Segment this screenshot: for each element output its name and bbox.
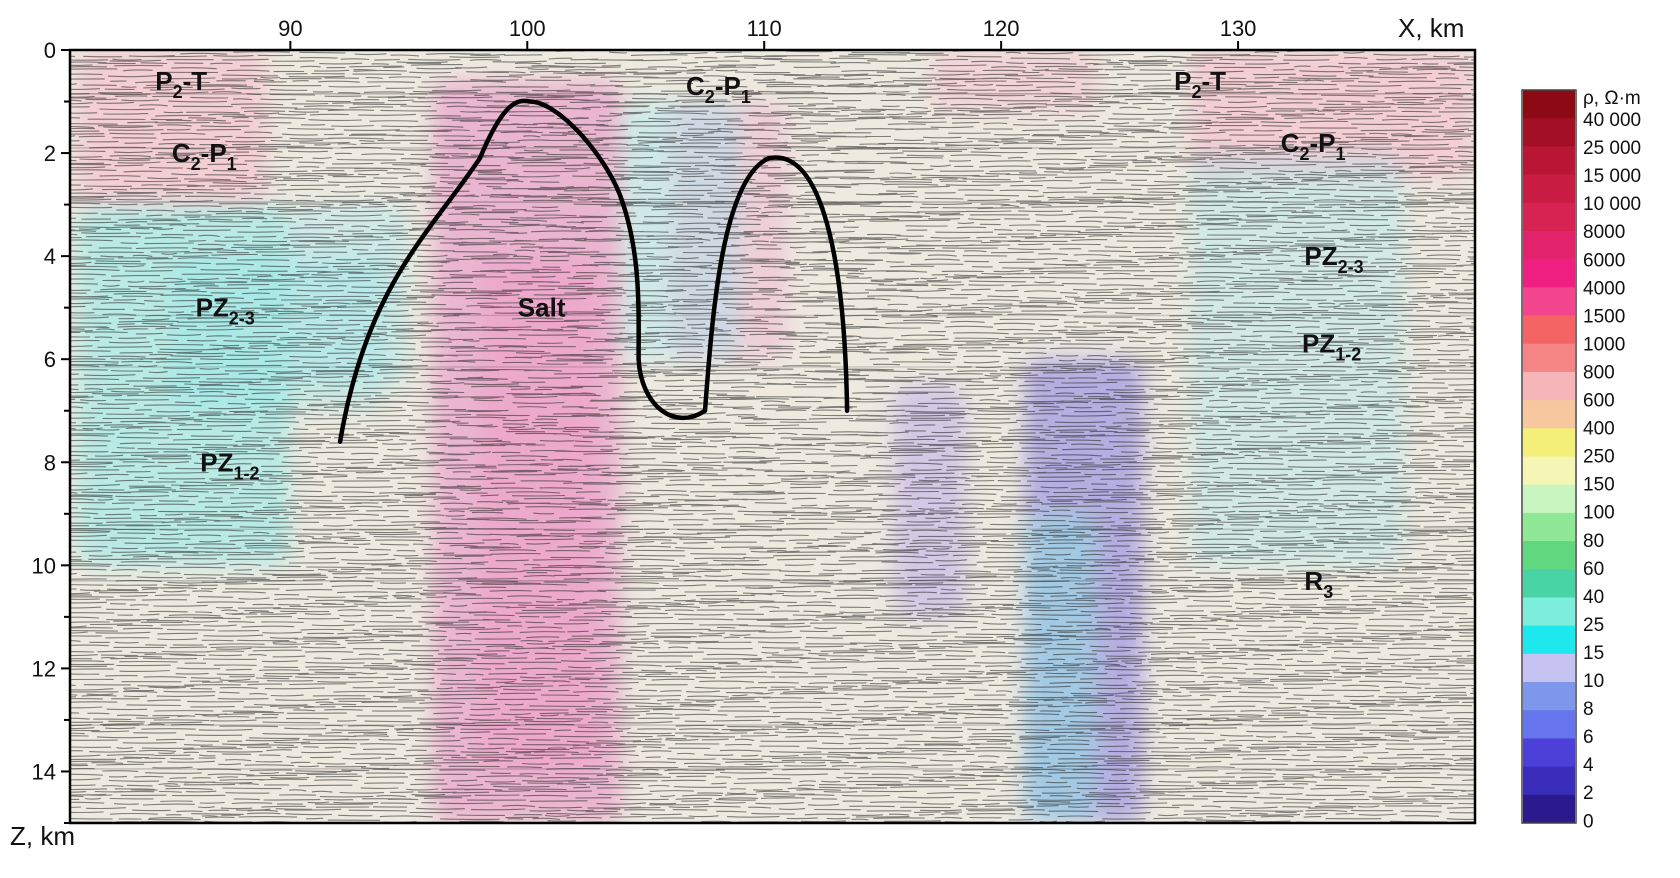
colorbar-label: 250 <box>1583 447 1615 468</box>
layer-label-pz12-left: PZ1-2 <box>200 447 259 483</box>
colorbar-label: 1500 <box>1583 306 1625 327</box>
colorbar-swatch <box>1523 625 1575 655</box>
colorbar-label: 15 <box>1583 643 1604 664</box>
colorbar-swatch <box>1523 259 1575 288</box>
layer-label-c2p1-left: C2-P1 <box>172 138 237 174</box>
z-tick-label: 12 <box>32 656 56 681</box>
colorbar-label: 6000 <box>1583 250 1625 271</box>
reflector-lines <box>70 50 1475 823</box>
colorbar-label: 25 <box>1583 615 1604 636</box>
colorbar-swatch <box>1523 428 1575 457</box>
resistivity-anomalies <box>77 50 1475 823</box>
colorbar-label: 80 <box>1583 531 1604 552</box>
plot-area <box>68 48 1477 825</box>
colorbar-label: 100 <box>1583 503 1615 524</box>
colorbar-label: 4000 <box>1583 278 1625 299</box>
layer-label-c2p1-right: C2-P1 <box>1281 128 1346 164</box>
layer-label-pz23-right: PZ2-3 <box>1304 241 1363 277</box>
colorbar-label: 6 <box>1583 727 1594 748</box>
colorbar-label: 0 <box>1583 811 1594 832</box>
x-axis: 90 100 110 120 130 <box>278 16 1256 50</box>
colorbar-label: 8000 <box>1583 222 1625 243</box>
colorbar-label: 4 <box>1583 755 1594 776</box>
colorbar-swatch <box>1523 343 1575 373</box>
z-axis-unit-label: Z, km <box>10 821 75 851</box>
x-tick-label: 90 <box>278 16 302 41</box>
x-tick-label: 100 <box>509 16 546 41</box>
z-tick-label: 8 <box>44 450 56 475</box>
x-tick-label: 130 <box>1220 16 1257 41</box>
colorbar-swatch <box>1523 371 1575 401</box>
colorbar-swatch <box>1523 146 1575 176</box>
x-tick-label: 120 <box>983 16 1020 41</box>
colorbar-swatch <box>1523 597 1575 627</box>
colorbar-swatch <box>1523 174 1575 204</box>
colorbar-swatch <box>1523 682 1575 711</box>
colorbar-swatch <box>1523 569 1575 598</box>
resistivity-anomaly <box>1024 513 1096 823</box>
colorbar-label: 1000 <box>1583 334 1625 355</box>
z-axis: 0 2 4 6 8 10 12 14 <box>32 38 70 824</box>
colorbar-label: 10 000 <box>1583 194 1641 215</box>
colorbar-label: 10 <box>1583 671 1604 692</box>
colorbar-swatch <box>1523 484 1575 514</box>
colorbar-swatch <box>1523 287 1575 317</box>
x-tick-label: 110 <box>747 16 782 41</box>
colorbar-label: 600 <box>1583 391 1615 412</box>
colorbar-label: 400 <box>1583 419 1615 440</box>
colorbar-swatch <box>1523 456 1575 486</box>
colorbar-label: 60 <box>1583 559 1604 580</box>
z-tick-label: 14 <box>32 759 56 784</box>
layer-label-c2p1-top: C2-P1 <box>686 71 751 107</box>
colorbar-label: 150 <box>1583 475 1615 496</box>
colorbar-label: 2 <box>1583 783 1594 804</box>
z-tick-label: 0 <box>44 38 56 63</box>
layer-labels: P2-T C2-P1 PZ2-3 PZ1-2 Salt C2-P1 P2-T C2-P1 PZ2… <box>155 66 1363 602</box>
x-axis-unit-label: X, km <box>1398 13 1464 43</box>
colorbar-label: 40 000 <box>1583 110 1641 131</box>
z-tick-label: 6 <box>44 347 56 372</box>
colorbar-swatch <box>1523 794 1575 824</box>
colorbar-label: 40 <box>1583 587 1604 608</box>
colorbar-swatch <box>1523 90 1575 119</box>
colorbar-label: 800 <box>1583 362 1615 383</box>
resistivity-anomaly <box>171 256 386 411</box>
colorbar-label: 15 000 <box>1583 166 1641 187</box>
colorbar-swatch <box>1523 315 1575 345</box>
resistivity-anomaly <box>1190 153 1404 566</box>
z-tick-label: 4 <box>44 244 56 269</box>
layer-label-pz12-right: PZ1-2 <box>1302 329 1361 365</box>
colorbar-label: 8 <box>1583 699 1594 720</box>
salt-body-boundary <box>337 98 850 444</box>
layer-label-p2t-right: P2-T <box>1174 66 1226 102</box>
colorbar-swatch <box>1523 230 1575 260</box>
colorbar-swatch <box>1523 541 1575 570</box>
z-tick-label: 10 <box>32 553 56 578</box>
colorbar-swatch <box>1523 512 1575 542</box>
layer-label-salt: Salt <box>518 293 566 323</box>
plot-frame <box>68 48 1477 825</box>
seismic-reflectors <box>70 50 1475 823</box>
colorbar-swatch <box>1523 653 1575 683</box>
colorbar-swatch <box>1523 710 1575 739</box>
z-tick-label: 2 <box>44 141 56 166</box>
colorbar-swatch <box>1523 118 1575 147</box>
colorbar-swatch <box>1523 400 1575 429</box>
layer-label-r3: R3 <box>1304 566 1333 602</box>
colorbar-swatch <box>1523 738 1575 768</box>
colorbar-swatch <box>1523 202 1575 232</box>
layer-label-p2t-left: P2-T <box>155 66 207 102</box>
colorbar-frame <box>1521 89 1577 824</box>
colorbar-label: 25 000 <box>1583 138 1641 159</box>
colorbar-swatch <box>1523 766 1575 796</box>
colorbar-title: ρ, Ω·m <box>1583 88 1641 109</box>
layer-label-pz23-left: PZ2-3 <box>196 293 255 329</box>
